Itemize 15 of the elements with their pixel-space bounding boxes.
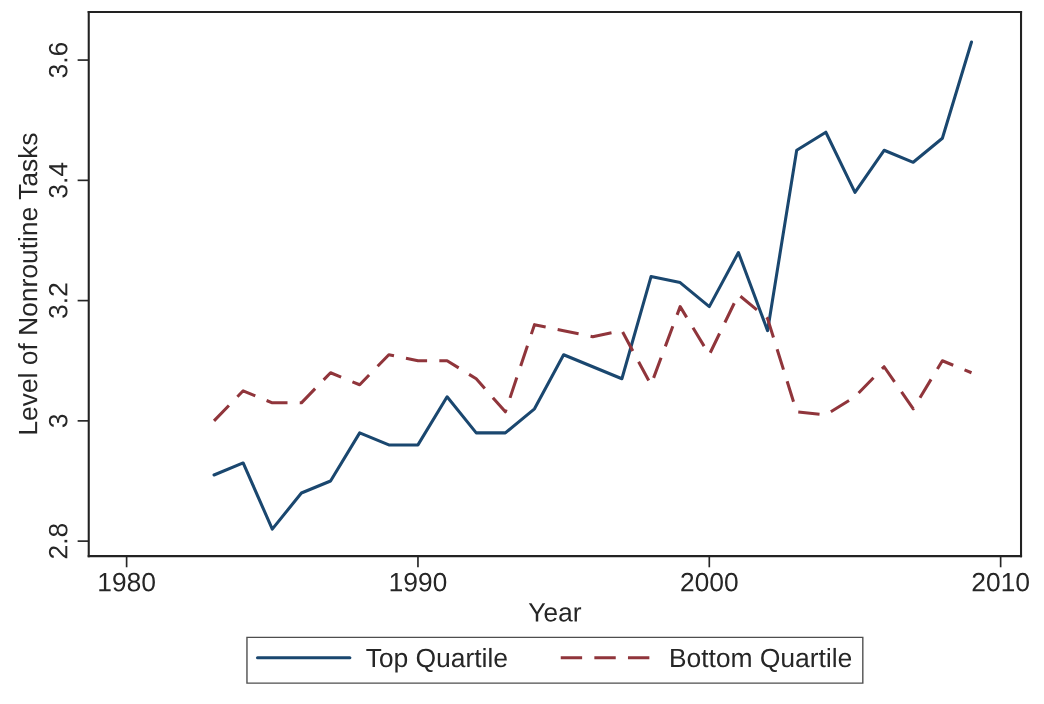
legend-label: Bottom Quartile xyxy=(671,647,852,673)
y-tick-label: 3.6 xyxy=(48,42,68,78)
x-tick-label: 2010 xyxy=(972,572,1029,592)
x-tick-label: 2000 xyxy=(681,572,738,592)
x-tick-label: 1980 xyxy=(99,572,155,592)
y-tick-label: 3 xyxy=(48,414,68,428)
y-axis-title: Level of Nonroutine Tasks xyxy=(18,133,38,434)
x-tick-label: 1990 xyxy=(390,572,447,592)
legend-label: Top Quartile xyxy=(366,647,507,673)
y-tick-label: 3.2 xyxy=(48,283,68,318)
x-axis-title: Year xyxy=(528,603,582,622)
line-series xyxy=(212,40,974,531)
y-tick-label: 2.8 xyxy=(48,523,68,559)
y-tick-label: 3.4 xyxy=(48,162,68,198)
line-series xyxy=(212,293,974,423)
